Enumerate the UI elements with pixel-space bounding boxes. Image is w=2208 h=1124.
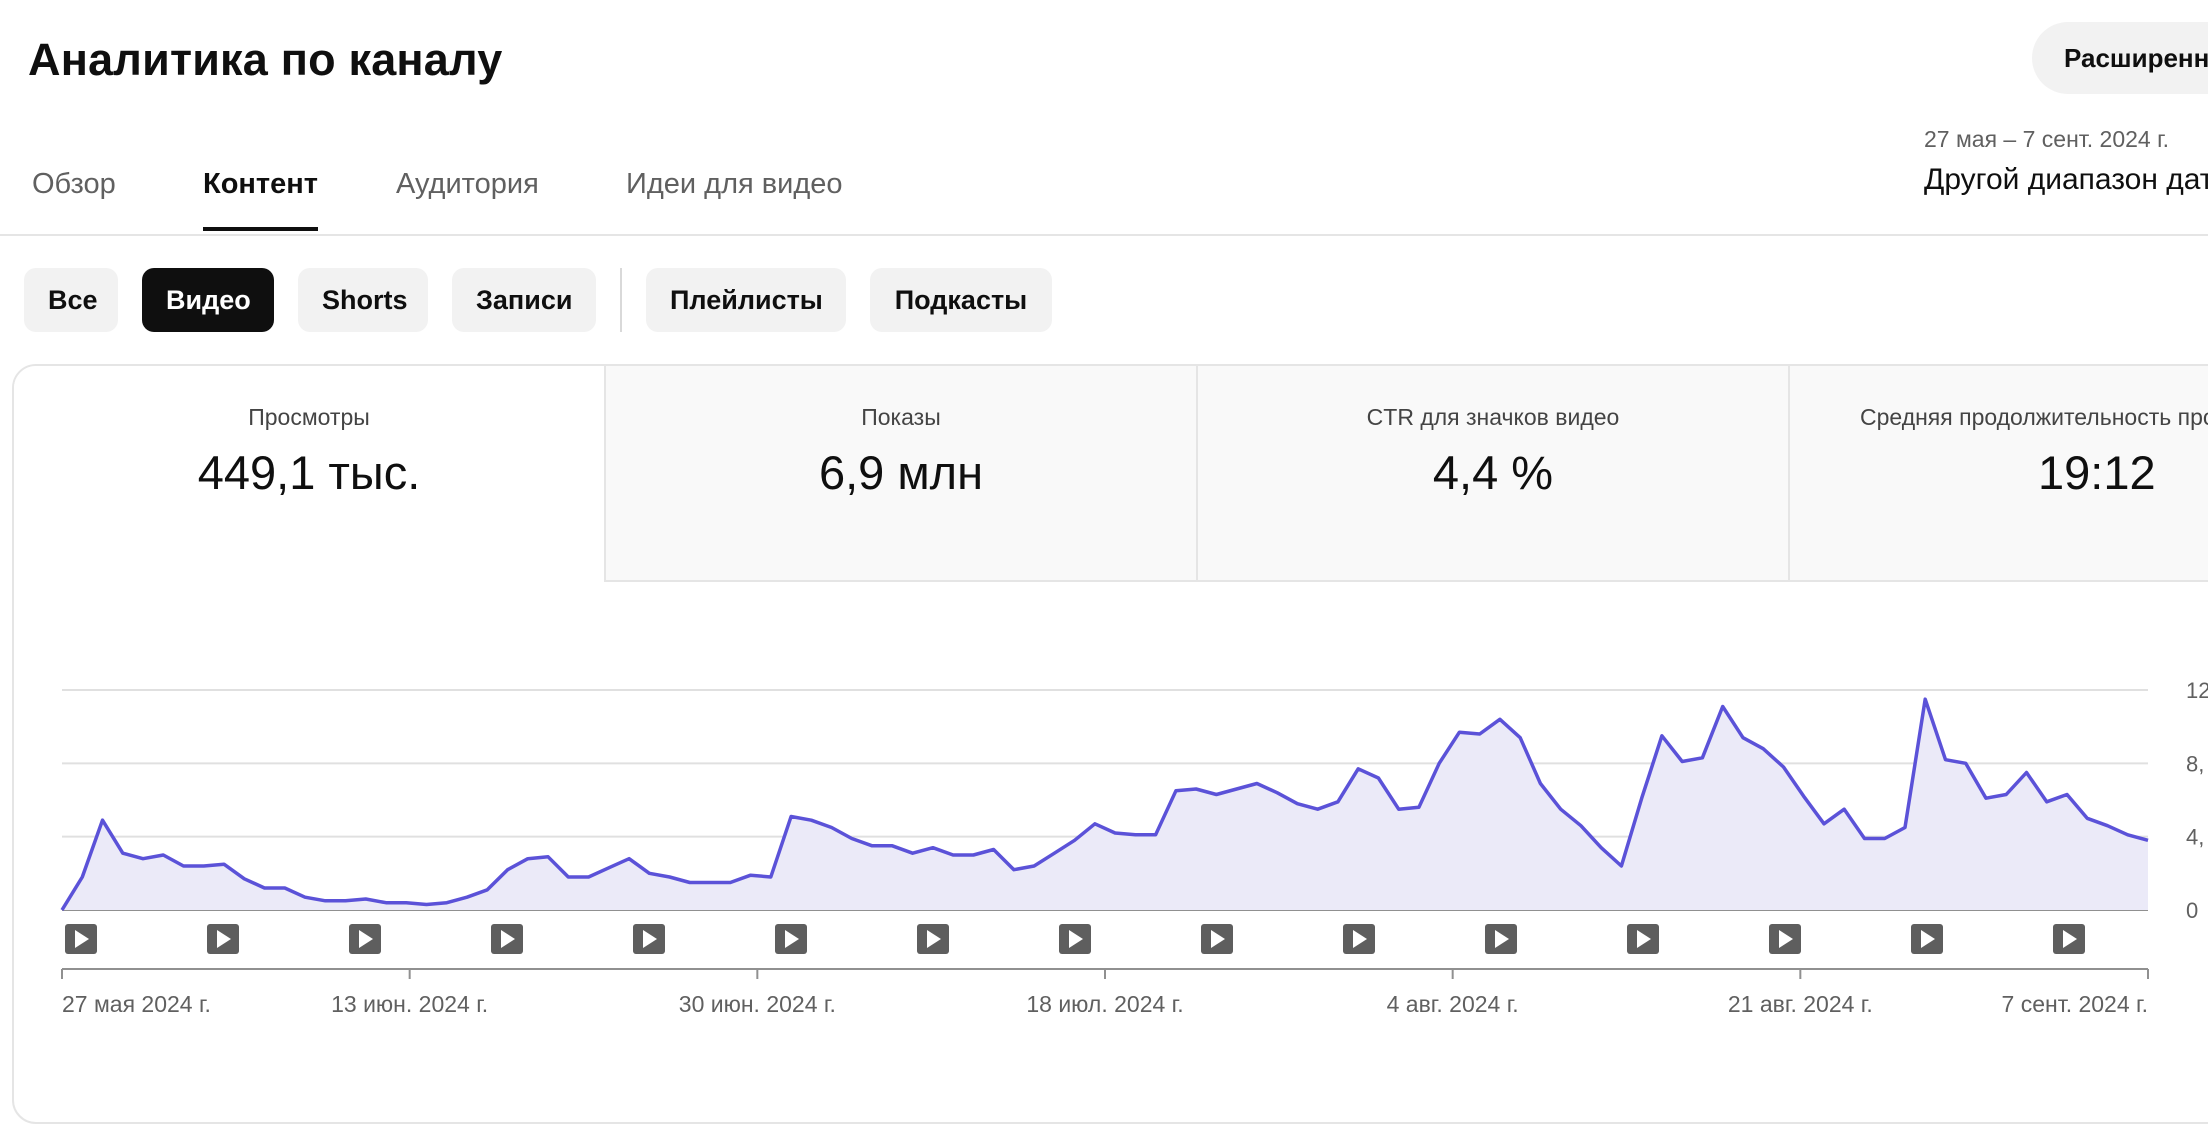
video-marker-icon[interactable] (207, 924, 239, 954)
video-marker-icon[interactable] (491, 924, 523, 954)
chip-shorts[interactable]: Shorts (298, 268, 428, 332)
metric-views[interactable]: Просмотры 449,1 тыс. (14, 366, 606, 582)
x-tick-label: 7 сент. 2024 г. (2002, 991, 2148, 1017)
x-tick-label: 4 авг. 2024 г. (1387, 991, 1519, 1017)
tab-content[interactable]: Контент (203, 168, 318, 231)
advanced-mode-button[interactable]: Расширенный режим (2032, 22, 2208, 94)
chip-separator (620, 268, 622, 332)
video-marker-icon[interactable] (775, 924, 807, 954)
metric-impressions-label: Показы (861, 404, 941, 430)
metric-avg-duration[interactable]: Средняя продолжительность просмотра 19:1… (1790, 366, 2208, 582)
video-marker-icon[interactable] (1911, 924, 1943, 954)
x-tick-label: 13 июн. 2024 г. (331, 991, 488, 1017)
date-range-label: Другой диапазон дат (1924, 163, 2208, 196)
metric-avg-duration-label: Средняя продолжительность просмотра (1860, 404, 2208, 430)
chip-all[interactable]: Все (24, 268, 118, 332)
tab-audience[interactable]: Аудитория (396, 168, 539, 200)
metric-views-label: Просмотры (248, 404, 370, 430)
date-range-picker[interactable]: 27 мая – 7 сент. 2024 г. Другой диапазон… (1924, 126, 2208, 197)
video-marker-icon[interactable] (1343, 924, 1375, 954)
video-marker-icon[interactable] (1059, 924, 1091, 954)
chip-posts[interactable]: Записи (452, 268, 596, 332)
chip-podcasts[interactable]: Подкасты (870, 268, 1052, 332)
chip-videos[interactable]: Видео (142, 268, 274, 332)
metric-ctr[interactable]: CTR для значков видео 4,4 % (1198, 366, 1790, 582)
video-marker-icon[interactable] (349, 924, 381, 954)
views-chart: 0 4, 8, 12 27 мая 2024 г. 13 июн. 2024 г. 30 и… (60, 678, 2208, 1017)
video-marker-icon[interactable] (1627, 924, 1659, 954)
metric-views-value: 449,1 тыс. (197, 446, 421, 499)
metric-ctr-value: 4,4 % (1432, 446, 1554, 499)
x-tick-label: 21 авг. 2024 г. (1728, 991, 1873, 1017)
chart-area-fill (62, 699, 2148, 910)
chart-series-line (60, 697, 2149, 911)
video-marker-icon[interactable] (65, 924, 97, 954)
tab-video-ideas[interactable]: Идеи для видео (626, 168, 843, 200)
page-title: Аналитика по каналу (28, 34, 503, 85)
y-tick-label: 4, (2186, 825, 2204, 850)
x-tick-label: 27 мая 2024 г. (62, 991, 211, 1017)
video-marker-icon[interactable] (917, 924, 949, 954)
x-tick-label: 30 июн. 2024 г. (679, 991, 836, 1017)
tabs-divider (0, 234, 2208, 236)
video-marker-icon[interactable] (633, 924, 665, 954)
tab-bar: Обзор Контент Аудитория Идеи для видео (0, 150, 2208, 236)
metric-impressions[interactable]: Показы 6,9 млн (606, 366, 1198, 582)
date-range-text: 27 мая – 7 сент. 2024 г. (1924, 126, 2170, 152)
metric-avg-duration-value: 19:12 (2038, 446, 2156, 499)
analytics-card: Просмотры 449,1 тыс. Показы 6,9 млн CTR … (12, 364, 2208, 1124)
y-tick-label: 8, (2186, 751, 2204, 776)
y-tick-label: 0 (2186, 898, 2198, 923)
tab-overview[interactable]: Обзор (32, 168, 116, 200)
video-marker-icon[interactable] (1485, 924, 1517, 954)
metric-ctr-label: CTR для значков видео (1366, 404, 1620, 430)
video-marker-icon[interactable] (1769, 924, 1801, 954)
y-tick-label: 12 (2186, 678, 2208, 703)
video-marker-icon[interactable] (1201, 924, 1233, 954)
chip-playlists[interactable]: Плейлисты (646, 268, 846, 332)
metric-impressions-value: 6,9 млн (818, 446, 984, 499)
x-tick-label: 18 июл. 2024 г. (1026, 991, 1183, 1017)
video-marker-icon[interactable] (2053, 924, 2085, 954)
